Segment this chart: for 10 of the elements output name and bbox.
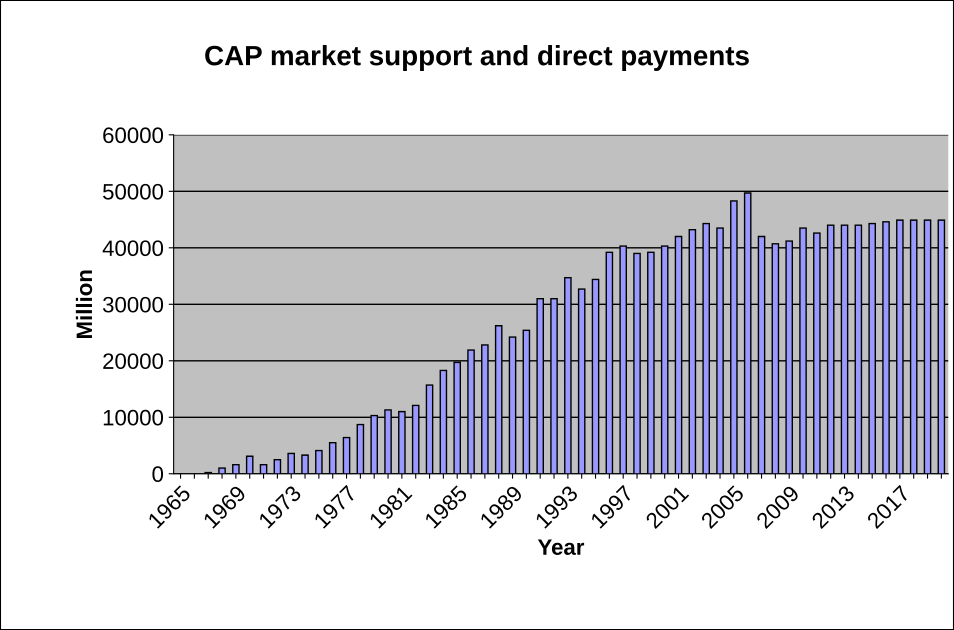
y-axis-title: Million [76, 270, 92, 338]
y-tick-label: 20000 [103, 353, 164, 370]
y-tick-label: 50000 [103, 184, 164, 200]
y-tick-label: 30000 [102, 296, 164, 313]
y-tick-label: 0 [152, 466, 164, 482]
y-tick-label: 10000 [104, 410, 164, 426]
chart-title: CAP market support and direct payments [205, 45, 749, 71]
y-tick-label: 40000 [102, 240, 164, 256]
y-tick-label: 60000 [103, 127, 164, 144]
x-axis-title: Year [538, 539, 584, 555]
